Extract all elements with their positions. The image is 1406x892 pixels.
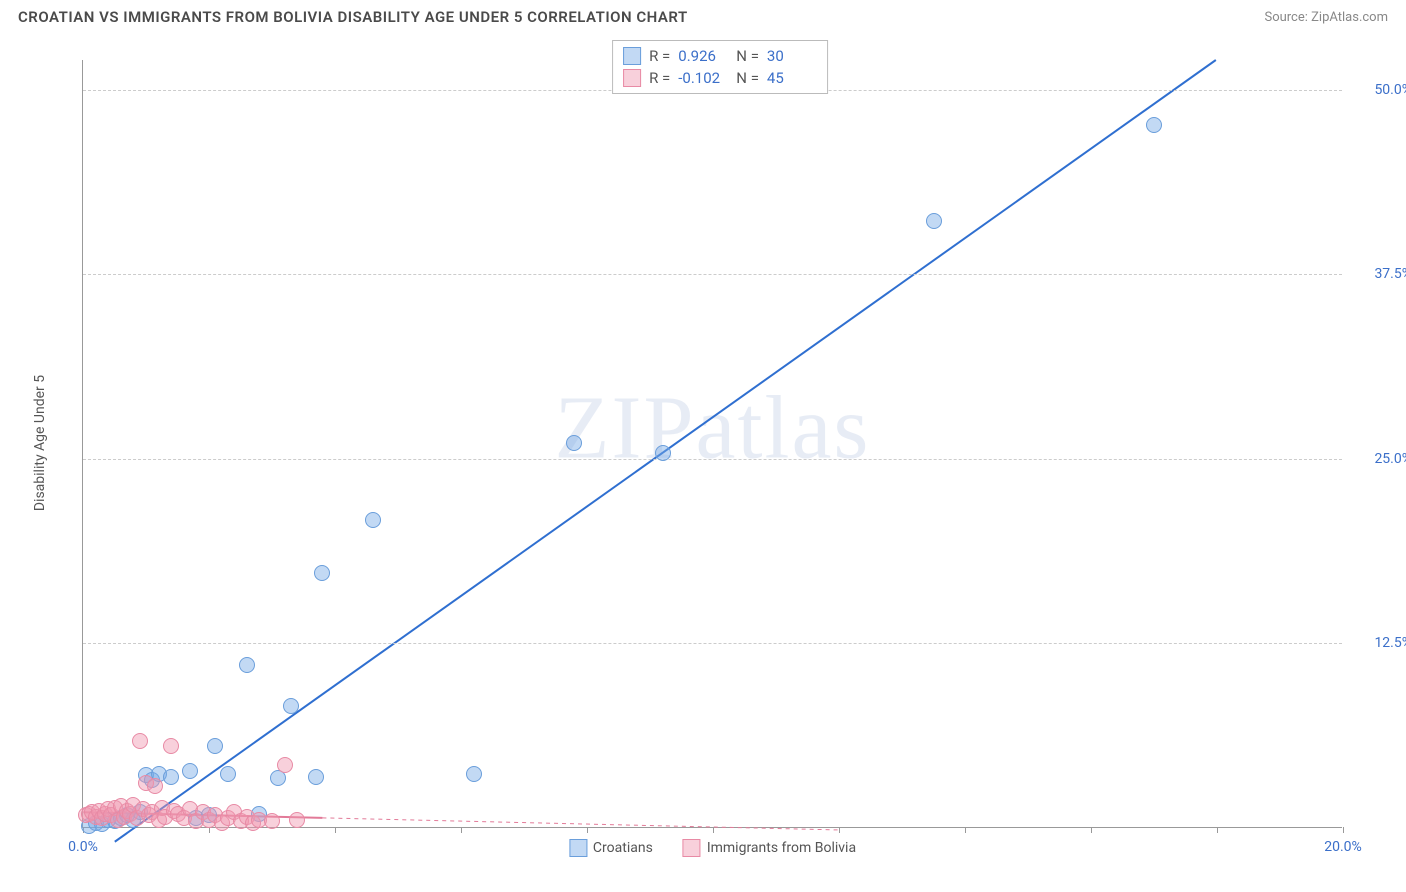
stats-swatch [623,69,641,87]
stats-swatch [623,47,641,65]
x-tick [1091,827,1092,833]
x-tick [1217,827,1218,833]
gridline [83,274,1342,275]
data-point-croatians [1146,117,1162,133]
data-point-croatians [466,766,482,782]
chart-title: CROATIAN VS IMMIGRANTS FROM BOLIVIA DISA… [18,8,688,26]
legend-item: Croatians [569,839,653,857]
data-point-croatians [182,763,198,779]
y-tick-label: 37.5% [1352,266,1406,282]
x-tick [839,827,840,833]
stats-legend-box: R = 0.926 N = 30 R = -0.102 N = 45 [612,40,828,94]
x-tick-label: 20.0% [1324,839,1362,855]
data-point-bolivia [277,757,293,773]
x-tick-label: 0.0% [68,839,98,855]
legend-swatch [569,839,587,857]
data-point-croatians [308,769,324,785]
chart-header: CROATIAN VS IMMIGRANTS FROM BOLIVIA DISA… [0,0,1406,30]
stats-row: R = -0.102 N = 45 [623,67,817,89]
stats-r-label: R = [649,69,670,87]
data-point-bolivia [264,813,280,829]
data-point-bolivia [132,733,148,749]
x-tick [713,827,714,833]
data-point-croatians [220,766,236,782]
stats-r-label: R = [649,47,670,65]
bottom-legend: Croatians Immigrants from Bolivia [569,839,856,857]
data-point-bolivia [147,778,163,794]
x-tick [209,827,210,833]
stats-row: R = 0.926 N = 30 [623,45,817,67]
y-tick-label: 25.0% [1352,451,1406,467]
data-point-croatians [283,698,299,714]
data-point-croatians [314,565,330,581]
legend-label: Croatians [593,840,653,856]
data-point-bolivia [289,812,305,828]
y-tick-label: 50.0% [1352,82,1406,98]
plot-region: ZIPatlas 12.5%25.0%37.5%50.0%0.0%20.0%Cr… [82,60,1342,828]
watermark: ZIPatlas [555,377,871,480]
stats-n-label: N = [736,69,759,87]
data-point-croatians [239,657,255,673]
data-point-croatians [163,769,179,785]
y-axis-label: Disability Age Under 5 [32,375,48,511]
regression-lines [83,60,1342,827]
x-tick [461,827,462,833]
gridline [83,459,1342,460]
chart-area: Disability Age Under 5 ZIPatlas 12.5%25.… [50,38,1390,848]
gridline [83,643,1342,644]
data-point-croatians [365,512,381,528]
legend-item: Immigrants from Bolivia [683,839,856,857]
legend-label: Immigrants from Bolivia [707,840,856,856]
x-tick [587,827,588,833]
x-tick [965,827,966,833]
chart-source: Source: ZipAtlas.com [1264,10,1388,25]
data-point-bolivia [163,738,179,754]
x-tick [1343,827,1344,833]
stats-r-value: 0.926 [678,47,728,65]
data-point-croatians [207,738,223,754]
x-tick [335,827,336,833]
legend-swatch [683,839,701,857]
data-point-croatians [926,213,942,229]
stats-n-label: N = [736,47,759,65]
stats-n-value: 30 [767,47,817,65]
y-tick-label: 12.5% [1352,635,1406,651]
stats-r-value: -0.102 [678,69,728,87]
data-point-croatians [655,445,671,461]
stats-n-value: 45 [767,69,817,87]
data-point-croatians [566,435,582,451]
